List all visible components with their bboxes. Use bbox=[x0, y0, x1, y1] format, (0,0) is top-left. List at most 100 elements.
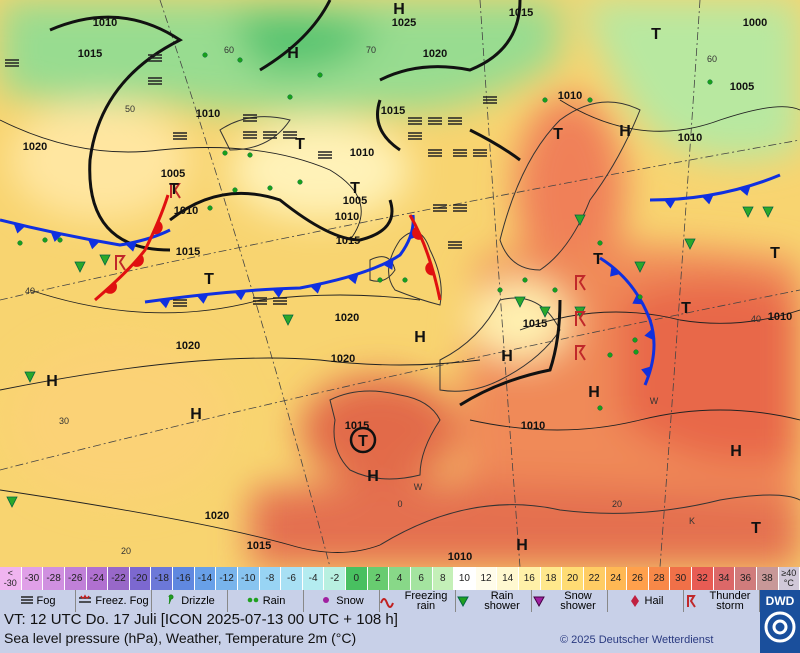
rain-symbol bbox=[707, 79, 713, 85]
front-semicircle bbox=[425, 261, 435, 276]
weather-symbols bbox=[5, 52, 774, 508]
dwd-logo: DWD bbox=[760, 590, 800, 653]
scale-cell: 10 bbox=[454, 567, 476, 590]
copyright: © 2025 Deutscher Wetterdienst bbox=[560, 634, 714, 646]
legend-label: Drizzle bbox=[181, 595, 215, 607]
legend-item: Hail bbox=[608, 590, 684, 612]
scale-cell: 38 bbox=[756, 567, 779, 590]
rain-symbol bbox=[297, 179, 303, 185]
footer: VT: 12 UTC Do. 17 Juli [ICON 2025-07-13 … bbox=[0, 611, 760, 653]
legend-label: Rain shower bbox=[484, 590, 520, 612]
pressure-center: T bbox=[770, 245, 780, 262]
scale-label: °C bbox=[783, 578, 794, 588]
legend-icon bbox=[380, 598, 394, 608]
thunderstorm-symbol bbox=[575, 345, 586, 361]
scale-cell: 4 bbox=[389, 567, 411, 590]
front-marker bbox=[641, 366, 652, 378]
thunderstorm-symbol bbox=[170, 183, 181, 199]
scale-cell: < -30 bbox=[0, 567, 22, 590]
shower-symbol bbox=[282, 314, 294, 326]
scale-cell: 8 bbox=[432, 567, 455, 590]
temperature-label: W bbox=[414, 482, 423, 492]
front-marker bbox=[125, 241, 138, 252]
isobar-label: 1020 bbox=[335, 312, 359, 324]
legend-label: Freezing rain bbox=[404, 590, 448, 612]
legend-item: Rain bbox=[228, 590, 304, 612]
rain-symbol bbox=[207, 205, 213, 211]
legend-item: Freezing rain bbox=[380, 590, 456, 612]
front-marker bbox=[739, 185, 751, 196]
temperature-label: W bbox=[650, 396, 659, 406]
thin-isobars bbox=[0, 99, 800, 553]
temperature-label: 20 bbox=[121, 546, 131, 556]
shower-symbol bbox=[24, 371, 36, 383]
description: Sea level pressure (hPa), Weather, Tempe… bbox=[4, 630, 357, 646]
rain-symbol bbox=[222, 150, 228, 156]
scale-cell: 16 bbox=[519, 567, 541, 590]
thick-isobars bbox=[49, 0, 562, 407]
legend-icon bbox=[20, 596, 33, 604]
temperature-label: 70 bbox=[366, 45, 376, 55]
temperature-label: 40 bbox=[25, 286, 35, 296]
front-semicircle bbox=[152, 220, 163, 235]
front-marker bbox=[196, 294, 209, 304]
rain-symbol bbox=[317, 72, 323, 78]
shower-symbol bbox=[6, 496, 18, 508]
pressure-center: T bbox=[681, 300, 691, 317]
front-marker bbox=[104, 282, 117, 294]
front-triangle bbox=[632, 293, 644, 305]
temperature-label: 50 bbox=[125, 104, 135, 114]
isobar-label: 1010 bbox=[93, 17, 117, 29]
front-triangle bbox=[382, 259, 394, 270]
map-labels: 1010 1015 1025 1015 1000 1020 1005 1010 1010 1015… bbox=[23, 1, 792, 563]
pressure-center: H bbox=[287, 45, 299, 62]
scale-cell: 30 bbox=[670, 567, 692, 590]
scale-cell: -8 bbox=[259, 567, 282, 590]
scale-cell: 20 bbox=[562, 567, 584, 590]
scale-cell: -30 bbox=[21, 567, 44, 590]
legend-item: Fog bbox=[0, 590, 76, 612]
thunderstorm-symbol bbox=[575, 275, 586, 291]
shower-symbol bbox=[634, 261, 646, 273]
isobar-label: 1000 bbox=[743, 17, 767, 29]
scale-label: ≥40 bbox=[781, 568, 797, 578]
temperature-label: 20 bbox=[612, 499, 622, 509]
isobar-label: 1010 bbox=[521, 420, 545, 432]
scale-cell: -28 bbox=[43, 567, 65, 590]
legend-label: Hail bbox=[644, 595, 664, 607]
front-marker bbox=[158, 298, 171, 309]
pressure-center: H bbox=[190, 406, 202, 423]
pressure-center: H bbox=[393, 1, 405, 18]
front-marker bbox=[234, 290, 247, 301]
isobar-label: 1015 bbox=[523, 318, 547, 330]
front-triangle bbox=[347, 273, 359, 285]
rain-symbol bbox=[57, 237, 63, 243]
front-triangle bbox=[310, 283, 322, 294]
front-marker bbox=[412, 226, 422, 240]
front-marker bbox=[13, 223, 26, 234]
logo-icon bbox=[764, 611, 796, 643]
scale-cell: 32 bbox=[692, 567, 714, 590]
isobar-label: 1020 bbox=[331, 353, 355, 365]
front-triangle bbox=[87, 239, 100, 250]
legend-item: Drizzle bbox=[152, 590, 228, 612]
front-marker bbox=[632, 293, 644, 305]
front-marker bbox=[644, 328, 655, 341]
isobar-label: 1005 bbox=[730, 81, 754, 93]
isobar-label: 1010 bbox=[768, 311, 792, 323]
legend-icon bbox=[323, 597, 330, 603]
scale-cell: ≥40 °C bbox=[778, 567, 800, 590]
rain-symbol bbox=[267, 185, 273, 191]
shower-symbol bbox=[742, 206, 754, 218]
legend-label: Rain bbox=[262, 595, 286, 607]
logo-text: DWD bbox=[765, 594, 795, 608]
scale-cell: 28 bbox=[648, 567, 671, 590]
isobar-label: 1010 bbox=[448, 551, 472, 563]
isobar-label: 1015 bbox=[176, 246, 200, 258]
weather-legend: Fog Freez. Fog Drizzle Rain Snow Freezing rai… bbox=[0, 590, 760, 612]
pressure-center: H bbox=[414, 329, 426, 346]
coastlines bbox=[219, 101, 800, 546]
legend-icon bbox=[630, 595, 639, 607]
legend-item: Freez. Fog bbox=[76, 590, 152, 612]
pressure-center: H bbox=[516, 537, 528, 554]
